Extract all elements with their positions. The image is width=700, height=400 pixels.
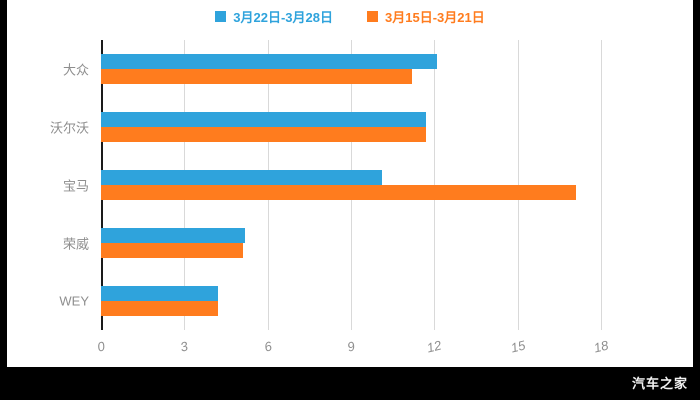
x-tick-label-18: 18: [592, 337, 610, 356]
plot-area: 0 3 6 9 12 15 18 大众沃尔沃宝马荣威 WEY: [50, 40, 610, 356]
bar-series-1-cat-4: [101, 301, 218, 316]
legend-swatch-icon: [215, 11, 227, 22]
x-tick-label-12: 12: [425, 337, 444, 356]
gridline-x-18: [601, 40, 602, 330]
legend-label: 3月15日-3月21日: [385, 10, 485, 25]
legend-label: 3月22日-3月28日: [233, 10, 333, 25]
legend-item-series-1[interactable]: 3月15日-3月21日: [367, 7, 485, 26]
watermark-autohome: 汽车之家: [631, 376, 688, 391]
category-label-1: 沃尔沃: [49, 120, 89, 136]
chart-card: 3月22日-3月28日 3月15日-3月21日 0 3 6 9 12 15 18 大众沃尔沃宝马…: [7, 0, 693, 367]
bar-series-0-cat-4: [101, 286, 218, 301]
bar-series-0-cat-3: [101, 228, 246, 243]
bar-series-0-cat-2: [101, 170, 382, 185]
bar-series-0-cat-0: [101, 54, 438, 69]
legend-item-series-0[interactable]: 3月22日-3月28日: [215, 7, 333, 26]
category-label-3: 荣威: [62, 236, 89, 252]
category-label-4: WEY: [59, 293, 89, 309]
x-tick-label-6: 6: [262, 338, 273, 355]
x-tick-label-0: 0: [95, 338, 107, 355]
category-label-2: 宝马: [62, 178, 89, 194]
x-tick-label-3: 3: [179, 338, 190, 355]
legend-swatch-icon: [367, 11, 378, 22]
bar-series-1-cat-3: [101, 243, 243, 258]
bar-series-1-cat-1: [101, 127, 426, 142]
bar-series-1-cat-0: [101, 69, 413, 84]
bar-series-0-cat-1: [101, 112, 426, 127]
bar-series-1-cat-2: [101, 185, 576, 200]
chart-legend: 3月22日-3月28日 3月15日-3月21日: [7, 7, 693, 26]
x-tick-label-9: 9: [345, 338, 357, 355]
category-label-0: 大众: [62, 62, 89, 78]
x-tick-label-15: 15: [508, 337, 527, 356]
